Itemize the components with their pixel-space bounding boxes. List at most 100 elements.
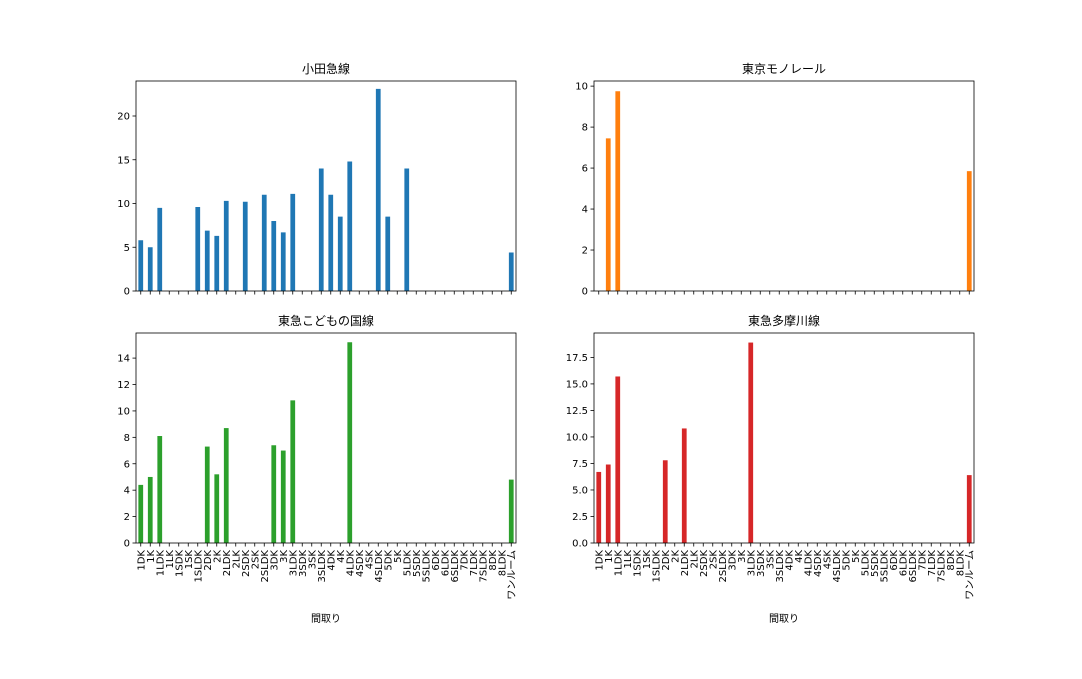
- panel-3: 東急こどもの国線 0 2 4 6 8 10 12 14 1DK1K1LDK1LK1SDK1SK1S…: [117, 313, 517, 625]
- bar-2SDK: [242, 201, 248, 291]
- bar-3DK: [271, 445, 277, 543]
- x-tick-label: ワンルーム: [506, 550, 518, 600]
- x-tick-label: 2K: [212, 550, 223, 563]
- bar-1DK: [138, 240, 144, 291]
- x-tick-label: 6DK: [431, 550, 442, 571]
- x-tick-label: 1DK: [594, 550, 605, 571]
- panel-4: 東急多摩川線0.02.55.07.510.012.515.017.51DK1K1…: [566, 313, 976, 625]
- y-tick-label: 2.5: [572, 512, 588, 523]
- x-tick-label: 7LDK: [469, 550, 480, 577]
- bar-2LDK: [223, 200, 229, 292]
- x-tick-label: 6LDK: [898, 550, 909, 577]
- bar-ワンルーム: [508, 252, 514, 291]
- y-tick-label: 0: [582, 287, 588, 298]
- x-tick-label: 1K: [604, 550, 615, 563]
- y-tick-label: 0: [124, 539, 130, 550]
- x-tick-label: 5SLDK: [421, 550, 432, 583]
- bar-1LDK: [615, 91, 621, 292]
- x-tick-label: 1SLDK: [651, 550, 662, 583]
- bar-1DK: [596, 471, 602, 543]
- x-tick-label: 8DK: [488, 550, 499, 571]
- x-tick-label: 7DK: [459, 550, 470, 571]
- x-tick-label: 1LDK: [613, 550, 624, 577]
- x-tick-label: 3K: [737, 550, 748, 563]
- x-tick-label: 8LDK: [497, 550, 508, 577]
- bar-1K: [605, 464, 611, 543]
- bar-2LDK: [223, 428, 229, 543]
- x-tick-label: 6SLDK: [450, 550, 461, 583]
- x-tick-label: 6DK: [889, 550, 900, 571]
- x-tick-label: 4DK: [784, 550, 795, 571]
- y-tick-label: 14: [117, 354, 130, 365]
- x-axis-label: 間取り: [311, 613, 341, 625]
- x-tick-label: 3SK: [307, 550, 318, 570]
- x-tick-label: 2SLDK: [260, 550, 271, 583]
- x-tick-label: 2SDK: [241, 550, 252, 577]
- x-tick-label: 5SLDK: [879, 550, 890, 583]
- x-tick-label: 2SDK: [699, 550, 710, 577]
- x-tick-label: 4K: [794, 550, 805, 563]
- x-tick-label: 3SLDK: [775, 550, 786, 583]
- bar-1DK: [138, 484, 144, 543]
- bar-2DK: [204, 230, 210, 292]
- panel-title: 東急こどもの国線: [278, 313, 374, 328]
- x-tick-label: 8LDK: [955, 550, 966, 577]
- x-tick-label: 4DK: [326, 550, 337, 571]
- bar-2DK: [204, 446, 210, 543]
- bar-2SLDK: [261, 194, 267, 291]
- x-tick-label: 4SDK: [355, 550, 366, 577]
- x-tick-label: 7SLDK: [478, 550, 489, 583]
- x-tick-label: 4K: [336, 550, 347, 563]
- bar-4SLDK: [375, 88, 381, 292]
- x-tick-label: 2LK: [231, 550, 242, 569]
- panel-title: 小田急線: [302, 61, 350, 76]
- x-tick-label: 3SDK: [298, 550, 309, 577]
- x-tick-label: 1DK: [136, 550, 147, 571]
- x-tick-label: 5DK: [383, 550, 394, 571]
- panel-1: 小田急線 0 5 10 15 20: [117, 61, 517, 298]
- y-tick-label: 4: [124, 486, 130, 497]
- x-tick-label: 2SLDK: [718, 550, 729, 583]
- bar-1K: [605, 138, 611, 291]
- x-tick-label: 7SLDK: [936, 550, 947, 583]
- bar-3SLDK: [318, 168, 324, 291]
- y-tick-label: 10.0: [566, 432, 588, 443]
- x-tick-label: 7LDK: [927, 550, 938, 577]
- x-tick-label: 5K: [393, 550, 404, 563]
- bar-5LDK: [404, 168, 410, 291]
- x-tick-label: 6SLDK: [908, 550, 919, 583]
- bar-ワンルーム: [966, 171, 972, 291]
- x-tick-label: 3LDK: [746, 550, 757, 577]
- bar-1LDK: [157, 436, 163, 543]
- panel-2: 東京モノレール 0 2 4 6 8 10: [575, 62, 975, 298]
- y-tick-label: 4: [582, 205, 588, 216]
- y-tick-label: 5: [124, 243, 130, 254]
- bar-2K: [214, 235, 220, 292]
- y-tick-label: 10: [117, 199, 130, 210]
- x-tick-label: 5LDK: [860, 550, 871, 577]
- axes-frame: [135, 80, 517, 292]
- x-tick-label: 1LDK: [155, 550, 166, 577]
- y-tick-label: 6: [582, 164, 588, 175]
- x-tick-label: 1SLDK: [193, 550, 204, 583]
- bar-3DK: [271, 221, 277, 291]
- x-tick-label: 3SDK: [756, 550, 767, 577]
- x-tick-label: 3K: [279, 550, 290, 563]
- x-tick-label: 4SK: [364, 550, 375, 570]
- bar-1LDK: [157, 207, 163, 292]
- y-tick-label: 8: [124, 433, 130, 444]
- y-tick-label: 5.0: [572, 485, 588, 496]
- x-tick-label: 5SDK: [870, 550, 881, 577]
- bar-3LDK: [290, 193, 296, 292]
- y-tick-label: 15.0: [566, 379, 588, 390]
- bar-1LDK: [615, 376, 621, 543]
- x-tick-label: 3DK: [269, 550, 280, 571]
- x-tick-label: 7DK: [917, 550, 928, 571]
- bar-3K: [280, 232, 286, 292]
- y-tick-label: 20: [117, 112, 130, 123]
- bar-4K: [337, 216, 343, 292]
- x-tick-label: 5SDK: [412, 550, 423, 577]
- x-tick-label: 2LDK: [222, 550, 233, 577]
- y-tick-label: 12: [117, 380, 130, 391]
